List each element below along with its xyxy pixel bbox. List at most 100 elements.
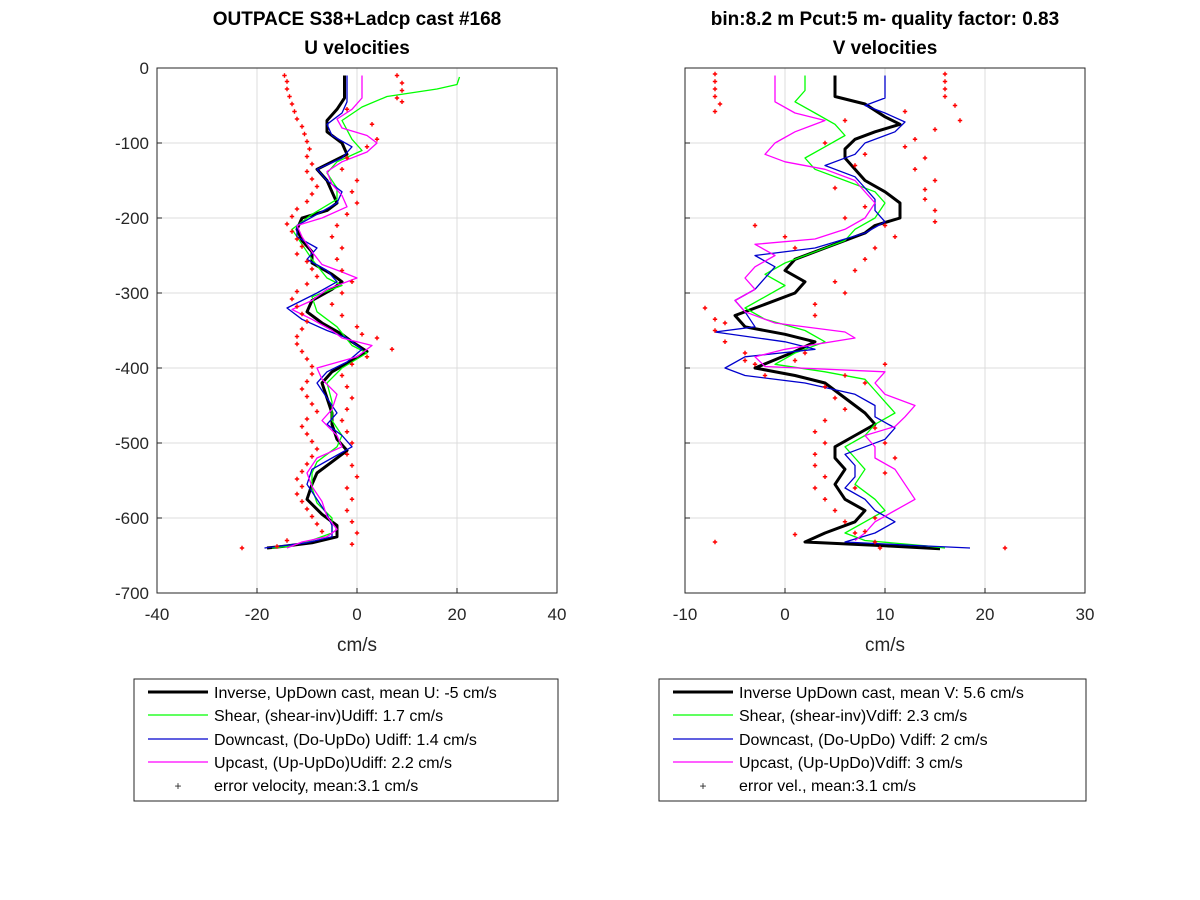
u-error-point [284,86,290,92]
u-error-point [287,94,292,99]
v-error-point [872,539,878,545]
u-error-point [349,440,355,446]
u-error-point [334,223,340,228]
u-error-point [399,99,405,104]
u-error-point [304,259,310,264]
u-x-tick-label: 20 [448,605,467,624]
v-plot-area [702,71,1008,551]
u-error-point [339,313,345,318]
v-legend-entry-shear: Shear, (shear-inv)Vdiff: 2.3 cm/s [739,708,967,725]
v-error-point [712,539,718,545]
v-error-point [712,109,718,114]
u-axes-box [156,67,558,594]
v-error-point [852,163,858,168]
v-error-point [812,302,818,307]
u-panel-subtitle: U velocities [304,38,410,59]
v-error-point [862,529,868,534]
v-error-point [822,497,828,502]
u-error-point [339,167,345,172]
u-error-point [309,514,315,519]
v-x-tick-label: -10 [673,605,698,624]
u-error-point [344,485,350,491]
v-error-point [842,373,848,378]
u-error-point [294,289,300,294]
u-error-point [389,347,395,352]
u-error-point [354,200,360,206]
u-error-point [364,144,370,149]
v-error-point [712,71,718,77]
u-error-point [299,386,305,392]
v-legend-entry-inverse: Inverse UpDown cast, mean V: 5.6 cm/s [739,685,1024,702]
v-error-point [942,71,948,77]
v-error-point [862,380,868,386]
u-error-point [329,302,335,307]
u-error-point [349,189,355,194]
u-error-point [344,155,350,161]
u-error-point [349,542,355,547]
u-error-point [294,304,300,309]
v-error-point [882,362,888,367]
v-legend-box [658,678,1087,802]
v-error-point [922,155,928,161]
u-error-point [309,266,315,272]
u-error-point [299,349,305,354]
v-error-point [892,455,898,461]
v-error-point [872,245,878,251]
u-error-point [349,395,355,401]
u-error-point [344,212,350,217]
v-series-upcast [734,75,916,542]
u-error-point [399,88,405,93]
u-x-tick-label: -20 [245,605,270,624]
u-error-point [304,461,310,467]
u-error-point [394,73,400,78]
v-error-point [742,358,748,363]
v-legend-swatch-error: + [699,779,706,793]
v-error-point [872,515,878,521]
v-error-point [832,185,838,191]
v-error-point [1002,545,1008,551]
u-error-point [309,364,315,369]
u-x-tick-label: -40 [145,605,170,624]
u-error-point [299,124,305,129]
v-legend-entry-downcast: Downcast, (Do-UpDo) Vdiff: 2 cm/s [739,732,988,749]
v-error-point [842,407,848,412]
u-y-tick-label: -400 [115,359,149,378]
u-error-point [349,362,355,367]
u-x-tick-label: 40 [548,605,567,624]
u-error-point [304,506,310,512]
v-error-point [712,328,718,333]
v-error-point [712,86,718,92]
u-error-point [319,529,325,534]
v-error-point [832,395,838,401]
v-error-point [722,339,728,344]
u-error-point [374,335,380,341]
v-error-point [932,127,938,132]
v-error-point [862,204,868,209]
v-x-tick-label: 20 [976,605,995,624]
u-error-point [304,379,310,384]
u-y-tick-label: -300 [115,284,149,303]
u-error-point [314,409,320,414]
u-legend-entry-error: error velocity, mean:3.1 cm/s [214,778,418,795]
u-error-point [334,257,340,262]
u-error-point [329,234,335,239]
v-error-point [802,350,808,356]
u-error-point [304,154,310,159]
u-error-point [299,326,305,332]
u-error-point [309,401,315,407]
v-legend: Inverse UpDown cast, mean V: 5.6 cm/s Sh… [658,678,1087,802]
v-error-point [902,144,908,149]
u-error-points [239,73,405,551]
u-error-point [369,122,375,127]
v-error-point [942,79,948,84]
v-error-point [822,384,828,389]
u-error-point [399,80,405,86]
v-error-points [702,71,1008,551]
v-error-point [822,474,828,479]
v-error-point [922,187,928,192]
v-x-tick-label: 30 [1076,605,1095,624]
u-error-point [314,521,320,527]
u-error-point [309,191,315,197]
v-error-point [882,470,888,476]
u-error-point [299,469,305,474]
